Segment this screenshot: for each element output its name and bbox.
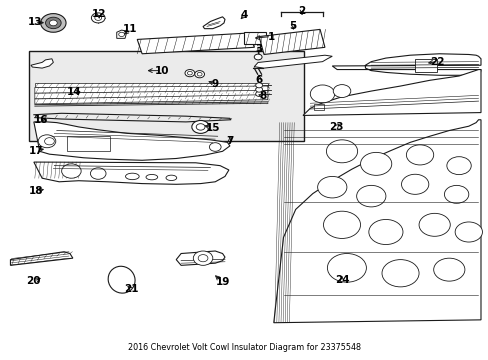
Text: 13: 13: [27, 17, 42, 27]
Circle shape: [90, 168, 106, 179]
Bar: [414, 59, 436, 72]
Circle shape: [406, 145, 433, 165]
Circle shape: [198, 255, 207, 262]
Polygon shape: [34, 162, 228, 184]
Text: 9: 9: [211, 79, 218, 89]
Text: 11: 11: [122, 24, 137, 35]
Circle shape: [38, 135, 56, 148]
Circle shape: [255, 83, 262, 88]
Circle shape: [310, 85, 334, 103]
Circle shape: [255, 87, 262, 92]
Circle shape: [327, 253, 366, 282]
Circle shape: [196, 124, 204, 130]
Polygon shape: [10, 252, 73, 265]
Polygon shape: [35, 90, 267, 99]
Text: 1: 1: [267, 32, 274, 41]
Polygon shape: [34, 122, 229, 160]
Ellipse shape: [125, 173, 139, 180]
Circle shape: [119, 32, 124, 37]
Circle shape: [209, 143, 221, 151]
Circle shape: [45, 17, 61, 29]
Polygon shape: [244, 32, 266, 44]
Ellipse shape: [165, 175, 176, 180]
Text: 4: 4: [240, 10, 248, 20]
Circle shape: [187, 71, 192, 75]
Text: 14: 14: [66, 87, 81, 97]
Circle shape: [49, 20, 57, 26]
Circle shape: [368, 220, 402, 244]
Circle shape: [317, 176, 346, 198]
Text: 12: 12: [92, 9, 106, 19]
Ellipse shape: [108, 266, 135, 293]
Bar: [29, 51, 304, 140]
Circle shape: [193, 251, 212, 265]
Text: 5: 5: [289, 21, 296, 31]
Circle shape: [91, 13, 105, 23]
Text: 15: 15: [205, 123, 220, 133]
Polygon shape: [273, 120, 480, 323]
Circle shape: [433, 258, 464, 281]
Text: 18: 18: [29, 186, 43, 196]
Polygon shape: [137, 33, 254, 54]
Text: 7: 7: [226, 136, 233, 145]
Polygon shape: [31, 59, 53, 68]
Text: 2: 2: [298, 6, 305, 16]
Text: 16: 16: [34, 115, 48, 125]
Text: 22: 22: [429, 57, 444, 67]
Polygon shape: [331, 54, 480, 75]
Circle shape: [255, 91, 262, 96]
Polygon shape: [176, 251, 224, 265]
Circle shape: [194, 71, 204, 78]
Polygon shape: [203, 17, 224, 29]
Bar: [66, 136, 110, 150]
Polygon shape: [254, 55, 331, 68]
Polygon shape: [303, 69, 480, 116]
Text: 20: 20: [26, 276, 41, 286]
Circle shape: [418, 213, 449, 236]
Circle shape: [61, 164, 81, 178]
Polygon shape: [117, 30, 126, 39]
Circle shape: [454, 222, 482, 242]
Circle shape: [184, 69, 194, 77]
Circle shape: [444, 185, 468, 203]
Circle shape: [44, 138, 54, 145]
Text: 19: 19: [215, 277, 229, 287]
Circle shape: [356, 185, 385, 207]
Text: 17: 17: [29, 145, 43, 156]
Polygon shape: [35, 83, 267, 87]
Polygon shape: [35, 86, 267, 93]
Circle shape: [197, 72, 202, 76]
Circle shape: [41, 14, 66, 32]
Polygon shape: [259, 30, 325, 54]
Circle shape: [95, 15, 102, 21]
Text: 3: 3: [255, 44, 262, 54]
Text: 21: 21: [124, 284, 138, 294]
Circle shape: [360, 152, 391, 175]
Text: 8: 8: [258, 91, 265, 101]
Text: 6: 6: [255, 75, 262, 85]
Circle shape: [191, 121, 209, 134]
Circle shape: [332, 85, 350, 98]
Circle shape: [401, 174, 428, 194]
Circle shape: [446, 157, 470, 175]
Circle shape: [326, 140, 357, 163]
Circle shape: [254, 54, 262, 60]
Text: 23: 23: [328, 122, 343, 132]
Circle shape: [381, 260, 418, 287]
Text: 24: 24: [334, 275, 348, 285]
Text: 2016 Chevrolet Volt Cowl Insulator Diagram for 23375548: 2016 Chevrolet Volt Cowl Insulator Diagr…: [128, 343, 360, 352]
Bar: [313, 104, 324, 110]
Polygon shape: [35, 95, 267, 104]
Circle shape: [323, 211, 360, 238]
Ellipse shape: [146, 175, 158, 180]
Text: 10: 10: [154, 66, 168, 76]
